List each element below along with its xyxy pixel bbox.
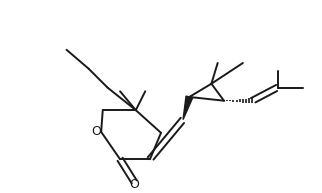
Polygon shape (183, 96, 193, 120)
Text: O: O (91, 125, 101, 138)
Text: O: O (129, 178, 139, 191)
